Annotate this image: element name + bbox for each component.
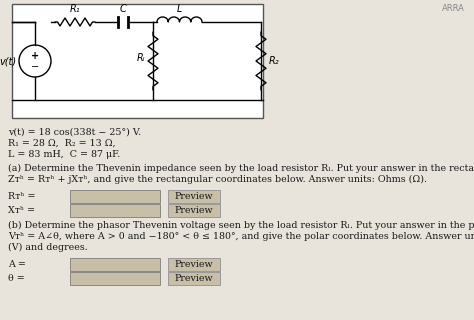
Text: Rᴛʰ =: Rᴛʰ = [8, 192, 36, 201]
Text: −: − [31, 62, 39, 72]
Text: Xᴛʰ =: Xᴛʰ = [8, 206, 35, 215]
Text: Preview: Preview [175, 192, 213, 201]
Text: R₁ = 28 Ω,  R₂ = 13 Ω,: R₁ = 28 Ω, R₂ = 13 Ω, [8, 139, 116, 148]
Bar [70, 204, 160, 217]
Text: Preview: Preview [175, 260, 213, 269]
Bar [70, 258, 160, 271]
Text: Zᴛʰ = Rᴛʰ + jXᴛʰ, and give the rectangular coordinates below. Answer units: Ohms: Zᴛʰ = Rᴛʰ + jXᴛʰ, and give the rectangul… [8, 175, 427, 184]
Bar [70, 190, 160, 203]
Bar [168, 258, 220, 271]
Text: ARRA: ARRA [442, 4, 465, 13]
Text: L: L [177, 4, 182, 14]
Text: v(t): v(t) [0, 56, 16, 66]
Bar [70, 272, 160, 285]
Text: R₁: R₁ [70, 4, 80, 14]
Text: C: C [119, 4, 127, 14]
Text: R₂: R₂ [269, 56, 280, 66]
Bar [168, 190, 220, 203]
Text: +: + [31, 51, 39, 61]
Text: Vᴛʰ = A∠θ, where A > 0 and −180° < θ ≤ 180°, and give the polar coordinates belo: Vᴛʰ = A∠θ, where A > 0 and −180° < θ ≤ 1… [8, 232, 474, 241]
Text: L = 83 mH,  C = 87 μF.: L = 83 mH, C = 87 μF. [8, 150, 120, 159]
Text: (V) and degrees.: (V) and degrees. [8, 243, 88, 252]
Bar [168, 204, 220, 217]
Text: A =: A = [8, 260, 26, 269]
Text: θ =: θ = [8, 274, 25, 283]
Bar [12, 4, 263, 118]
Text: Preview: Preview [175, 274, 213, 283]
Text: Rₗ: Rₗ [137, 53, 145, 63]
Text: v(t) = 18 cos(338t − 25°) V.: v(t) = 18 cos(338t − 25°) V. [8, 128, 141, 137]
Bar [168, 272, 220, 285]
Text: Preview: Preview [175, 206, 213, 215]
Text: (b) Determine the phasor Thevenin voltage seen by the load resistor Rₗ. Put your: (b) Determine the phasor Thevenin voltag… [8, 221, 474, 230]
Text: (a) Determine the Thevenin impedance seen by the load resistor Rₗ. Put your answ: (a) Determine the Thevenin impedance see… [8, 164, 474, 173]
